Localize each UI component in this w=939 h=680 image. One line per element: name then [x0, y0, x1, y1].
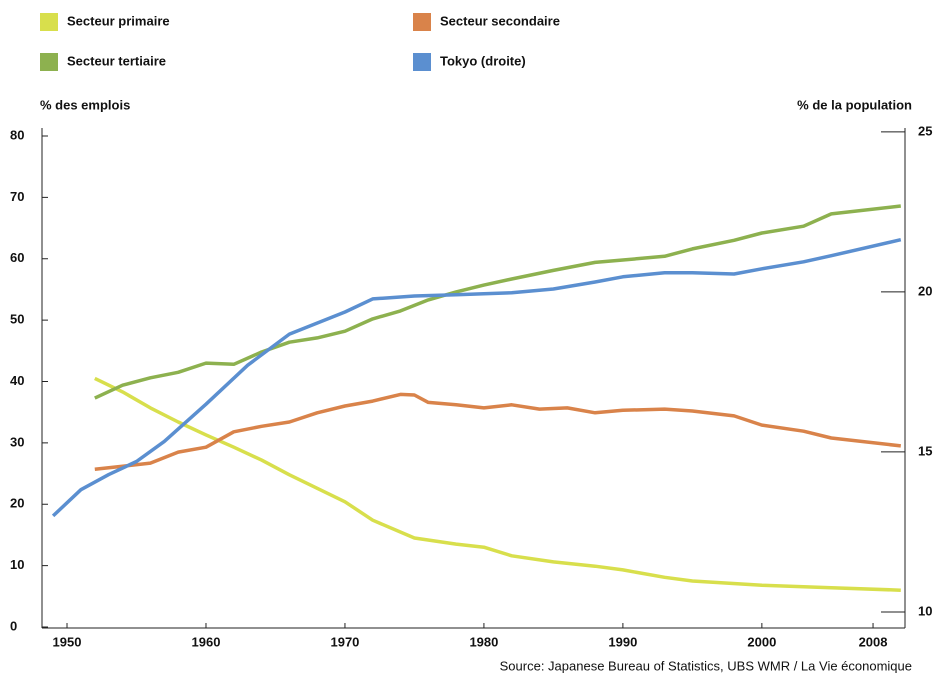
series-line [94, 204, 901, 400]
legend-swatch [413, 13, 431, 31]
y-tick-label: 80 [10, 127, 24, 142]
legend-label: Secteur tertiaire [67, 53, 166, 68]
legend-label: Secteur secondaire [440, 13, 560, 28]
y-axis-label: % des emplois [40, 97, 130, 112]
legend-label: Tokyo (droite) [440, 53, 526, 68]
x-tick-label: 1990 [608, 634, 637, 649]
y-tick-label: 60 [10, 250, 24, 265]
y2-tick-label: 15 [918, 443, 932, 458]
y2-tick-label: 25 [918, 123, 932, 138]
source: Source: Japanese Bureau of Statistics, U… [500, 658, 912, 673]
x-tick-label: 1980 [469, 634, 498, 649]
y-tick-label: 20 [10, 496, 24, 511]
x-tick-label: 2000 [747, 634, 776, 649]
y-tick-label: 30 [10, 434, 24, 449]
legend-swatch [40, 53, 58, 71]
y-tick-label: 10 [10, 557, 24, 572]
legend-swatch [413, 53, 431, 71]
legend-swatch [40, 13, 58, 31]
x-tick-label: 1970 [330, 634, 359, 649]
y2-axis-label: % de la population [797, 97, 912, 112]
y2-tick-label: 10 [918, 603, 932, 618]
x-tick-label: 2008 [859, 634, 888, 649]
x-tick-label: 1950 [53, 634, 82, 649]
y-tick-label: 70 [10, 189, 24, 204]
x-tick-label: 1960 [192, 634, 221, 649]
series-line [51, 237, 902, 518]
legend-label: Secteur primaire [67, 13, 170, 28]
series-line [94, 376, 901, 592]
series-line [94, 392, 901, 472]
y2-tick-label: 20 [918, 283, 932, 298]
y-tick-label: 40 [10, 373, 24, 388]
y-tick-label: 0 [10, 618, 17, 633]
y-tick-label: 50 [10, 312, 24, 327]
